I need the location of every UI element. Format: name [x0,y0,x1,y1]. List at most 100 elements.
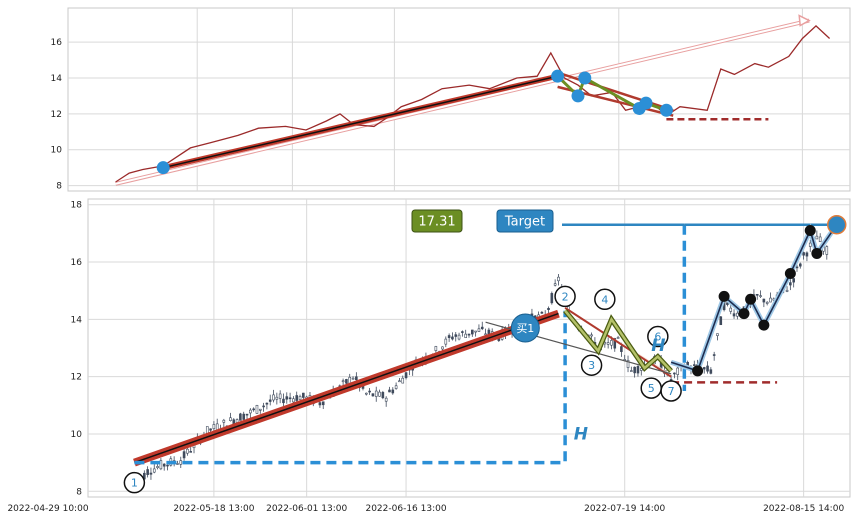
breakout-node [738,308,750,320]
candle-body [268,399,272,402]
buy-marker-label: 买1 [516,322,534,335]
top-y-tick-label: 8 [56,182,62,192]
top-pivot-marker [156,161,170,175]
breakout-node [718,290,730,302]
candle-body [285,396,289,400]
candle-body [805,252,809,257]
candle-body [825,246,829,255]
candle-body [398,380,401,383]
candle-body [345,379,348,384]
candle-body [792,278,795,283]
breakout-node [804,225,816,237]
zigzag-line [564,309,673,372]
bottom-y-tick-label: 12 [71,373,82,383]
point-label-text: 7 [668,385,675,398]
point-label-circle [660,380,682,402]
top-y-tick-label: 10 [51,146,63,156]
breakout-node [745,293,757,305]
point-label-circle [647,325,669,348]
candle-body [282,398,285,404]
candle-body [815,235,819,240]
top-pivot-marker [551,69,565,83]
bottom-y-tick-label: 18 [71,201,83,211]
candle-body [799,263,802,267]
candle-body [212,424,216,429]
candle-body [364,392,368,395]
candle-body [474,330,477,333]
candle-body [726,302,729,305]
candle-body [378,391,381,397]
candle-body [404,372,408,379]
candle-body [295,395,299,401]
candle-body [457,334,461,340]
candle-body [686,361,689,366]
candle-body [262,405,265,408]
candle-body [673,372,676,375]
height-dashed-line [134,310,567,465]
candle-body [292,398,295,403]
top-y-tick-label: 16 [51,38,63,48]
bottom-trend-core [134,312,559,464]
candle-body [444,338,448,345]
candle-body [149,472,153,475]
candle-body [239,413,242,421]
target-node [826,215,847,235]
candle-body [550,293,554,304]
point-label-text: 1 [131,477,138,490]
candle-body [176,463,179,465]
candle-body [606,342,610,345]
candle-body [434,346,438,351]
bottom-y-tick-label: 10 [71,430,83,440]
top-pivot-marker [659,103,673,117]
candle-body [388,389,391,393]
breakout-path [670,224,838,372]
candle-body [394,385,398,389]
candle-body [348,376,352,384]
candle-body [302,392,305,398]
bottom-y-tick-label: 8 [76,487,82,497]
candle-body [540,311,544,314]
candle-body [759,295,762,297]
candle-body [441,346,444,350]
candle-body [288,397,292,400]
top-trend-core [163,75,558,169]
candle-body [447,335,451,338]
top-y-tick-label: 12 [51,110,62,120]
candle-body [252,408,255,411]
point-label-text: 2 [562,290,569,303]
candle-body [755,294,759,296]
top-pivot-marker [571,89,585,103]
candle-body [613,338,617,349]
candle-body [152,468,156,473]
candle-body [590,334,593,337]
candle-body [245,413,249,416]
candle-body [802,252,805,256]
candle-body [461,331,464,333]
candle-body [166,464,169,467]
breakout-node [784,268,796,279]
x-tick-label: 2022-06-01 13:00 [266,504,347,514]
candle-body [272,394,275,401]
point-label-text: 3 [588,359,595,372]
candle-body [368,390,371,393]
candle-body [553,283,557,286]
candle-body [401,377,405,384]
top-pivot-marker [639,96,653,110]
candle-body [186,448,189,454]
candle-body [729,307,733,312]
candle-body [255,405,259,414]
candle-body [769,297,772,303]
candle-body [464,333,467,338]
candle-body [477,328,481,332]
price-box [411,209,463,233]
x-tick-label: 2022-08-15 14:00 [763,504,844,514]
candle-body [229,417,232,421]
height-label: H [651,336,665,356]
candle-body [639,368,643,371]
candle-body [610,340,613,346]
candle-body [630,370,633,372]
candle-body [692,364,696,366]
top-price-line [115,25,831,183]
candle-body [732,313,736,317]
